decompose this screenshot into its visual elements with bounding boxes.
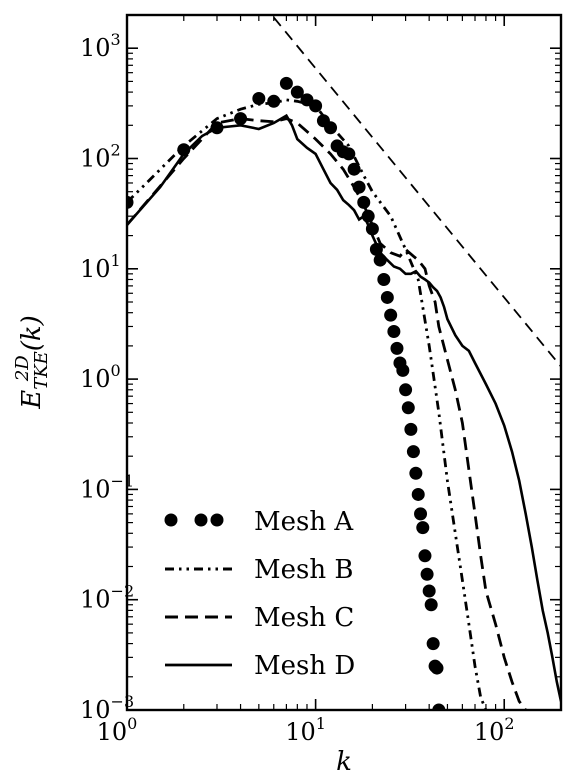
x-tick-label: 100 bbox=[97, 714, 138, 746]
y-tick-label: 10−2 bbox=[80, 582, 134, 614]
mesh-a-point bbox=[373, 253, 387, 267]
y-tick-base: 10 bbox=[80, 34, 111, 62]
mesh-a-point bbox=[399, 383, 413, 397]
x-tick-base: 10 bbox=[474, 718, 505, 746]
mesh-a-point bbox=[420, 567, 434, 581]
plot-frame bbox=[125, 13, 563, 712]
legend-marker-mesh-a bbox=[194, 513, 208, 527]
y-tick-exp: 1 bbox=[111, 251, 121, 270]
y-tick-label: 101 bbox=[80, 251, 121, 283]
y-tick-base: 10 bbox=[80, 255, 111, 283]
y-tick-exp: −2 bbox=[111, 582, 135, 601]
mesh-a-point bbox=[416, 521, 430, 535]
x-tick-base: 10 bbox=[97, 718, 128, 746]
y-tick-base: 10 bbox=[80, 365, 111, 393]
y-tick-base: 10 bbox=[80, 475, 111, 503]
y-tick-base: 10 bbox=[80, 586, 111, 614]
mesh-a-point bbox=[401, 401, 415, 415]
legend: Mesh A Mesh B Mesh C Mesh D bbox=[164, 507, 355, 681]
mesh-a-point bbox=[418, 549, 432, 563]
mesh-a-point bbox=[404, 422, 418, 436]
mesh-c-line bbox=[127, 117, 527, 710]
y-tick-exp: −1 bbox=[111, 471, 135, 490]
y-tick-label: 10−1 bbox=[80, 471, 134, 503]
x-axis-label: k bbox=[336, 747, 352, 777]
y-label-sup: 2D bbox=[12, 355, 33, 382]
mesh-a-point bbox=[422, 584, 436, 598]
y-axis-label: ETKE2D (k) bbox=[12, 315, 52, 410]
y-tick-base: 10 bbox=[80, 145, 111, 173]
mesh-a-point bbox=[384, 308, 398, 322]
mesh-a-point bbox=[387, 325, 401, 339]
y-tick-label: 100 bbox=[80, 361, 121, 393]
x-tick-exp: 1 bbox=[316, 714, 326, 733]
mesh-a-point bbox=[432, 703, 446, 710]
x-tick-exp: 2 bbox=[504, 714, 514, 733]
y-label-base: E bbox=[17, 390, 47, 410]
x-tick-exp: 0 bbox=[127, 714, 137, 733]
mesh-b-line bbox=[127, 98, 488, 710]
mesh-a-point bbox=[267, 94, 281, 108]
mesh-a-point bbox=[324, 121, 338, 135]
y-tick-label: 102 bbox=[80, 141, 121, 173]
y-tick-label: 10−3 bbox=[80, 692, 134, 724]
mesh-a-point bbox=[390, 341, 404, 355]
y-tick-exp: 2 bbox=[111, 141, 121, 160]
y-label-arg: (k) bbox=[17, 315, 47, 351]
y-label-sub: TKE bbox=[31, 351, 52, 390]
mesh-a-point bbox=[279, 76, 293, 90]
data-layer bbox=[127, 16, 561, 710]
mesh-a-point bbox=[406, 445, 420, 459]
mesh-d-line bbox=[127, 113, 561, 702]
mesh-a-point bbox=[396, 363, 410, 377]
mesh-a-point bbox=[342, 147, 356, 161]
y-tick-base: 10 bbox=[80, 696, 111, 724]
mesh-a-point bbox=[411, 487, 425, 501]
mesh-a-point bbox=[290, 85, 304, 99]
mesh-a-point bbox=[414, 507, 428, 521]
legend-label-mesh-a: Mesh A bbox=[254, 507, 354, 537]
y-tick-exp: 0 bbox=[111, 361, 121, 380]
y-tick-exp: 3 bbox=[111, 30, 121, 49]
legend-marker-mesh-a bbox=[164, 513, 178, 527]
y-tick-label: 103 bbox=[80, 30, 121, 62]
svg-text:ETKE2D(k): ETKE2D (k) bbox=[12, 315, 52, 410]
legend-marker-mesh-a bbox=[210, 513, 224, 527]
x-tick-label: 101 bbox=[285, 714, 326, 746]
legend-label-mesh-d: Mesh D bbox=[254, 651, 355, 681]
mesh-a-point bbox=[424, 598, 438, 612]
mesh-a-point bbox=[252, 91, 266, 105]
mesh-a-point bbox=[430, 661, 444, 675]
mesh-a-point bbox=[234, 112, 248, 126]
mesh-a-point bbox=[426, 637, 440, 651]
reference-slope-line bbox=[273, 16, 561, 368]
legend-label-mesh-b: Mesh B bbox=[254, 555, 353, 585]
mesh-a-point bbox=[177, 143, 191, 157]
mesh-a-point bbox=[380, 290, 394, 304]
x-tick-base: 10 bbox=[285, 718, 316, 746]
mesh-a-point bbox=[409, 466, 423, 480]
x-tick-label: 102 bbox=[474, 714, 515, 746]
mesh-a-point bbox=[377, 272, 391, 286]
y-tick-exp: −3 bbox=[111, 692, 135, 711]
legend-label-mesh-c: Mesh C bbox=[254, 603, 354, 633]
